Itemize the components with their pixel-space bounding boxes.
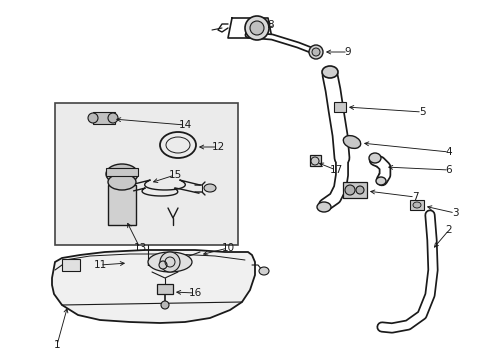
Ellipse shape: [368, 153, 380, 163]
Text: 9: 9: [344, 47, 350, 57]
Text: 14: 14: [178, 120, 191, 130]
Circle shape: [244, 16, 268, 40]
Circle shape: [88, 113, 98, 123]
Circle shape: [161, 301, 169, 309]
Polygon shape: [52, 250, 254, 323]
Text: 16: 16: [188, 288, 201, 298]
Bar: [108, 185, 136, 225]
Circle shape: [311, 48, 319, 56]
Bar: [62, 259, 80, 271]
Circle shape: [108, 113, 118, 123]
Bar: [93, 112, 115, 124]
Ellipse shape: [412, 202, 420, 208]
Text: 11: 11: [93, 260, 106, 270]
Bar: [309, 155, 320, 166]
Bar: [342, 182, 366, 198]
Ellipse shape: [203, 184, 216, 192]
Ellipse shape: [148, 252, 192, 272]
Ellipse shape: [108, 174, 136, 190]
Ellipse shape: [343, 136, 360, 148]
Circle shape: [159, 261, 167, 269]
Bar: [55, 103, 238, 245]
Text: 4: 4: [445, 147, 451, 157]
Ellipse shape: [259, 267, 268, 275]
Circle shape: [355, 186, 363, 194]
Text: 3: 3: [451, 208, 457, 218]
Text: 8: 8: [267, 20, 274, 30]
Bar: [157, 284, 173, 294]
Circle shape: [160, 252, 180, 272]
Text: 7: 7: [411, 192, 417, 202]
Text: 15: 15: [168, 170, 181, 180]
Circle shape: [345, 185, 354, 195]
Ellipse shape: [375, 177, 385, 185]
Ellipse shape: [316, 202, 330, 212]
Text: 6: 6: [445, 165, 451, 175]
Circle shape: [308, 45, 323, 59]
Ellipse shape: [321, 66, 337, 78]
Text: 17: 17: [329, 165, 342, 175]
Text: 1: 1: [54, 340, 60, 350]
Text: 12: 12: [211, 142, 224, 152]
Ellipse shape: [106, 164, 138, 184]
Text: 13: 13: [133, 243, 146, 253]
Circle shape: [249, 21, 264, 35]
Bar: [333, 102, 346, 112]
Text: 2: 2: [445, 225, 451, 235]
Bar: [106, 168, 138, 176]
Text: 5: 5: [418, 107, 425, 117]
Bar: [409, 200, 423, 210]
Text: 10: 10: [221, 243, 234, 253]
